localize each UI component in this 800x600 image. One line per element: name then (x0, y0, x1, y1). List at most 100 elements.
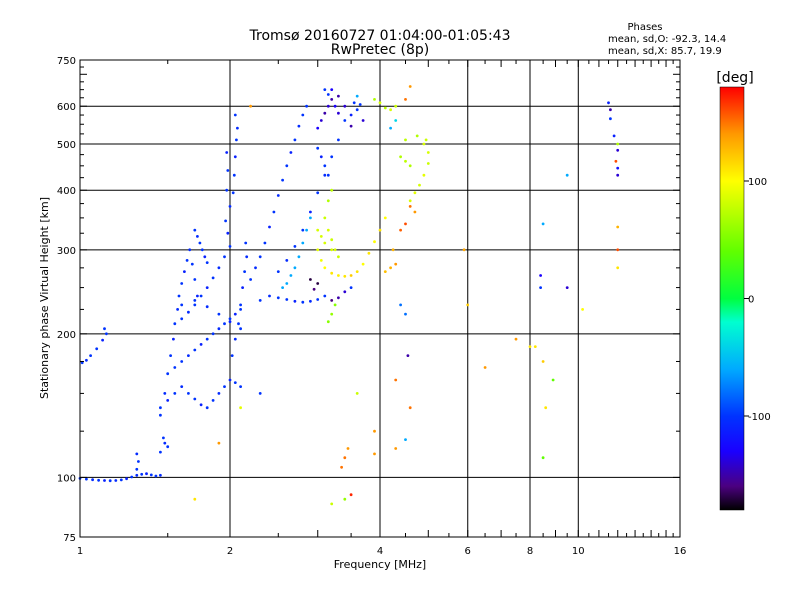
data-point (316, 191, 320, 195)
colorbar-tick-label: -100 (748, 412, 771, 423)
data-point (316, 126, 320, 130)
stats-line-x: mean, sd,X: 85.7, 19.9 (608, 46, 722, 57)
data-point (337, 138, 340, 142)
data-point (323, 88, 327, 91)
data-point (281, 286, 284, 289)
data-point (193, 299, 197, 302)
data-point (162, 436, 165, 440)
data-point (193, 278, 197, 281)
y-tick-labels: 75 100 200 300 400 500 600 750 (57, 56, 76, 544)
data-point (408, 199, 412, 203)
data-point (541, 222, 545, 226)
data-point (301, 241, 305, 245)
data-point (196, 235, 199, 238)
data-point (137, 460, 140, 463)
data-point (188, 248, 192, 252)
x-tick-labels: 1 2 4 6 8 10 16 (77, 546, 687, 557)
data-point (258, 392, 262, 395)
data-point (466, 303, 470, 307)
y-tick-label: 75 (63, 533, 76, 544)
data-point (349, 274, 353, 277)
y-tick-label: 200 (57, 330, 76, 341)
data-point (263, 241, 267, 245)
colorbar-tick-label: 0 (748, 295, 754, 306)
data-point (349, 113, 353, 117)
data-point (349, 124, 353, 128)
data-point (312, 287, 316, 291)
data-point (355, 94, 359, 98)
data-point (309, 216, 312, 220)
data-point (297, 255, 301, 259)
data-point (309, 299, 312, 303)
data-point (330, 98, 334, 101)
y-axis-label: Stationary phase Virtual Height [km] (38, 197, 51, 399)
x-tick-label: 10 (572, 546, 585, 557)
data-point (404, 159, 407, 163)
data-point (200, 248, 204, 252)
colorbar-tick-label: 100 (748, 177, 767, 188)
grid-lines (80, 60, 680, 537)
data-point (424, 138, 428, 142)
x-axis-label: Frequency [MHz] (334, 558, 426, 571)
data-point (140, 472, 144, 476)
data-point (239, 385, 243, 388)
data-point (616, 148, 620, 152)
data-point (330, 312, 334, 316)
data-point (225, 188, 229, 192)
data-point (394, 262, 398, 266)
data-point (323, 173, 327, 177)
data-point (528, 345, 532, 348)
data-point (609, 117, 612, 121)
data-point (159, 450, 162, 454)
data-point (333, 248, 337, 252)
data-point (389, 126, 392, 130)
data-point (91, 478, 94, 482)
data-point (193, 348, 197, 352)
data-point (183, 270, 186, 273)
data-point (343, 274, 347, 278)
data-point (198, 241, 202, 245)
data-point (323, 164, 327, 168)
x-tick-label: 4 (377, 546, 383, 557)
data-point (199, 343, 203, 346)
data-point (367, 251, 371, 255)
data-point (293, 245, 297, 248)
data-point (462, 248, 466, 252)
data-point (330, 238, 334, 242)
data-point (105, 332, 108, 336)
data-point (258, 299, 262, 302)
data-point (346, 447, 350, 450)
data-point (389, 266, 392, 270)
data-point (217, 441, 221, 445)
data-point (330, 299, 334, 302)
data-point (228, 245, 232, 248)
data-point (232, 173, 236, 177)
data-point (399, 155, 402, 159)
data-point (330, 88, 334, 91)
data-point (415, 134, 419, 138)
data-point (119, 478, 123, 482)
data-point (316, 248, 320, 252)
data-point (616, 166, 620, 170)
data-point (378, 101, 382, 105)
data-point (418, 183, 421, 187)
data-point (408, 85, 412, 88)
data-point (319, 235, 323, 238)
x-tick-label: 16 (674, 546, 687, 557)
data-point (389, 108, 392, 112)
data-point (205, 261, 209, 264)
data-point (330, 248, 334, 252)
data-point (108, 479, 112, 483)
data-point (616, 173, 620, 177)
data-point (285, 298, 289, 301)
x-tick-label: 6 (465, 546, 471, 557)
data-point (180, 282, 184, 285)
data-point (541, 456, 545, 460)
data-point (180, 385, 184, 388)
data-point (101, 338, 104, 342)
data-point (343, 290, 347, 294)
data-point (305, 228, 308, 232)
data-point (180, 360, 184, 363)
data-point (352, 101, 356, 105)
